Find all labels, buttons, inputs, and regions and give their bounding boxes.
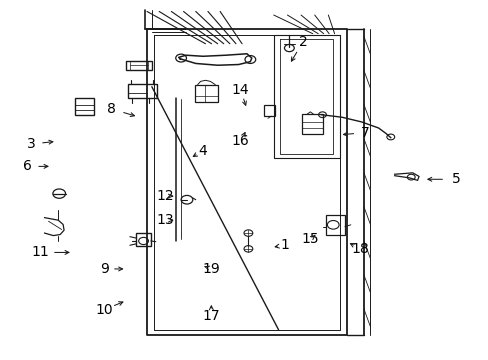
- Text: 12: 12: [156, 189, 174, 203]
- Text: 13: 13: [156, 213, 174, 227]
- Text: 10: 10: [95, 303, 113, 317]
- Text: 2: 2: [298, 35, 307, 49]
- Text: 19: 19: [202, 262, 220, 276]
- Text: 16: 16: [231, 134, 249, 148]
- Bar: [75, 98, 94, 116]
- Bar: [128, 84, 157, 98]
- Text: 1: 1: [280, 238, 288, 252]
- Text: 7: 7: [360, 126, 369, 140]
- Text: 17: 17: [202, 309, 220, 323]
- Bar: [264, 105, 274, 116]
- Bar: [326, 215, 344, 234]
- Text: 6: 6: [23, 159, 32, 174]
- Text: 14: 14: [231, 83, 249, 96]
- Text: 11: 11: [32, 246, 49, 260]
- Text: 5: 5: [451, 172, 460, 186]
- Text: 8: 8: [107, 102, 116, 116]
- Bar: [136, 233, 151, 246]
- Text: 4: 4: [198, 144, 207, 158]
- Bar: [126, 60, 152, 69]
- Text: 9: 9: [100, 262, 108, 276]
- Text: 18: 18: [351, 242, 368, 256]
- Text: 15: 15: [301, 232, 319, 246]
- Bar: [194, 85, 218, 102]
- Text: 3: 3: [26, 137, 35, 151]
- Bar: [302, 114, 322, 134]
